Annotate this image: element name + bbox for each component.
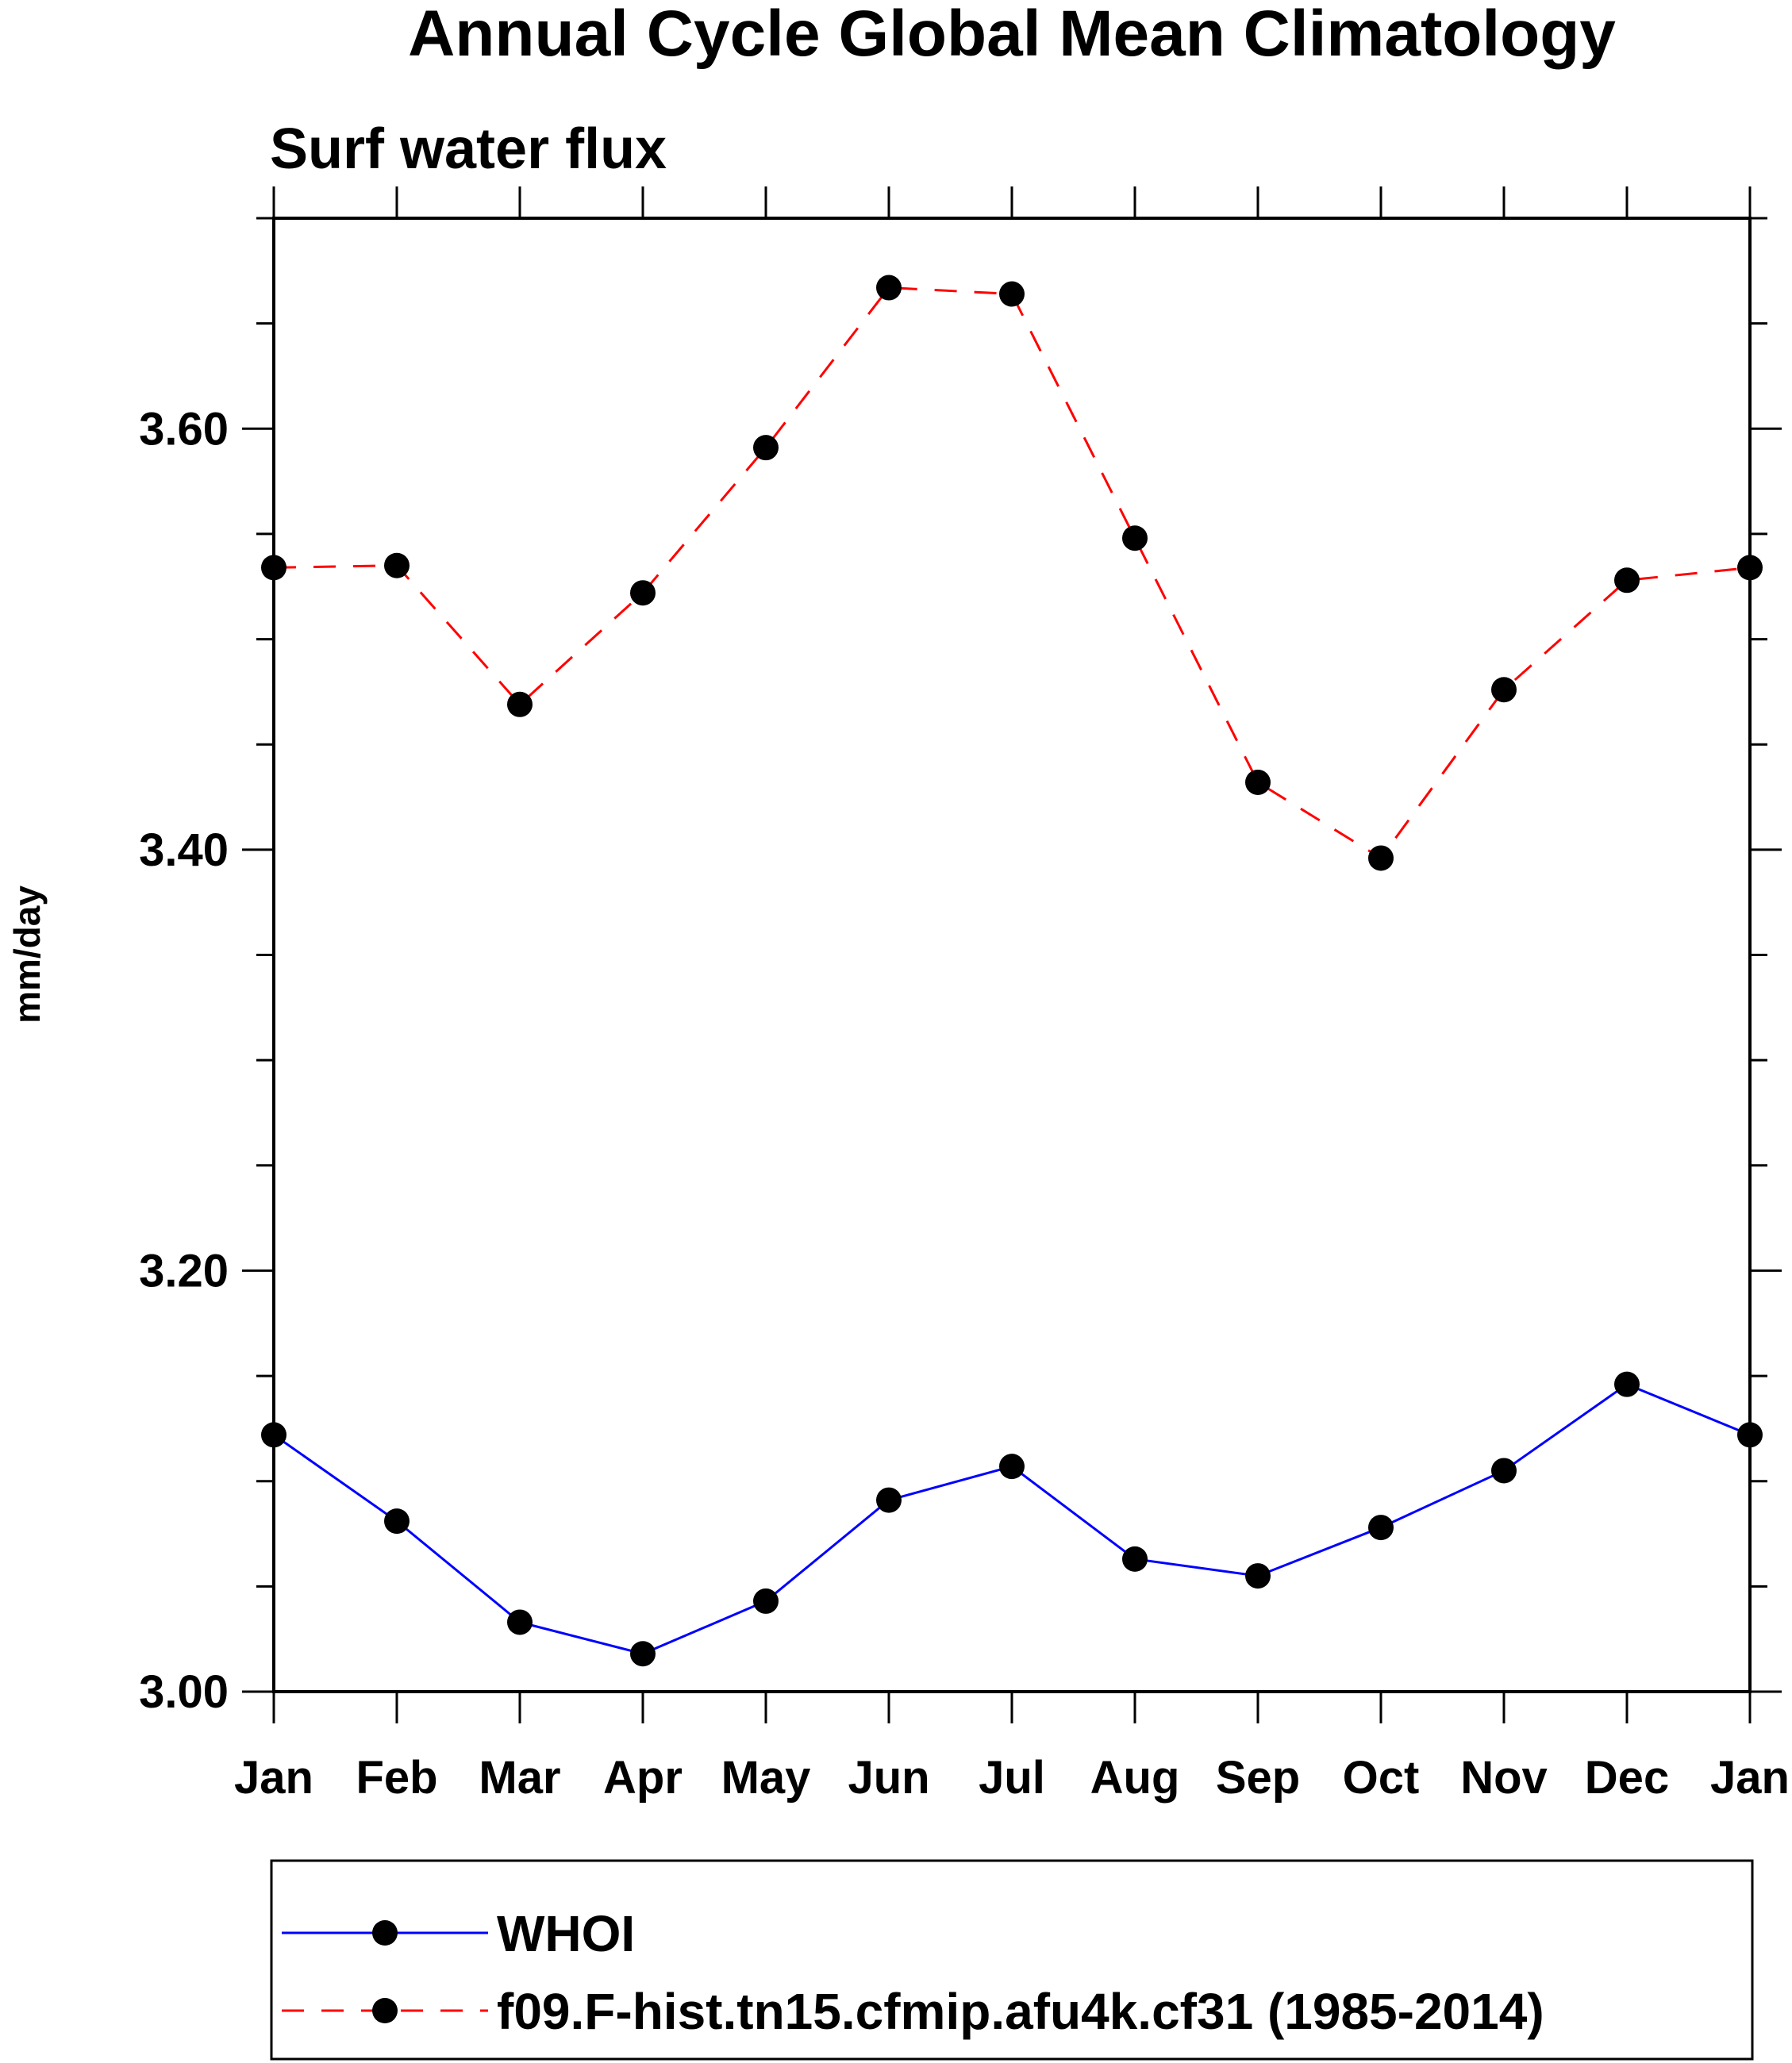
data-point xyxy=(753,435,779,461)
x-tick-label: Jan xyxy=(234,1752,313,1804)
chart-title: Annual Cycle Global Mean Climatology xyxy=(408,0,1616,70)
data-point xyxy=(507,1609,533,1635)
chart-subtitle: Surf water flux xyxy=(270,117,667,181)
data-point xyxy=(1368,1515,1394,1541)
data-point xyxy=(999,1454,1025,1480)
data-point xyxy=(1122,1546,1148,1572)
x-tick-label: Dec xyxy=(1585,1752,1669,1804)
data-point xyxy=(1491,677,1517,703)
series-markers xyxy=(261,275,1763,1667)
x-tick-label: Jan xyxy=(1710,1752,1790,1804)
legend-box xyxy=(270,1859,1754,2061)
data-point xyxy=(999,281,1025,307)
y-tick-label: 3.40 xyxy=(139,824,229,876)
data-point xyxy=(1737,555,1763,581)
data-point xyxy=(1491,1458,1517,1484)
legend: WHOI f09.F-hist.tn15.cfmip.afu4k.cf31 (19… xyxy=(282,1905,1544,2040)
data-point xyxy=(1245,1563,1271,1589)
x-tick-label: Mar xyxy=(479,1752,560,1804)
y-tick-label: 3.20 xyxy=(139,1245,229,1297)
x-tick-label: Jul xyxy=(979,1752,1045,1804)
series-line-1 xyxy=(273,1382,1751,1655)
legend-label-1: WHOI xyxy=(497,1905,635,1962)
axis-ticks xyxy=(242,186,1782,1723)
y-axis-title: mm/day xyxy=(6,886,48,1024)
data-point xyxy=(1614,567,1640,594)
x-tick-label: Aug xyxy=(1090,1752,1180,1804)
x-tick-labels: Jan Feb Mar Apr May Jun Jul Aug Sep Oct Nov Dec Jan xyxy=(234,1752,1790,1804)
data-point xyxy=(1122,525,1148,551)
data-point xyxy=(1614,1371,1640,1397)
x-tick-label: May xyxy=(721,1752,811,1804)
x-tick-label: Sep xyxy=(1216,1752,1300,1804)
x-tick-label: Apr xyxy=(603,1752,683,1804)
legend-marker-2 xyxy=(372,1998,398,2023)
data-point xyxy=(630,580,656,606)
x-tick-label: Jun xyxy=(848,1752,929,1804)
series-line-2 xyxy=(273,286,1751,860)
data-point xyxy=(630,1641,656,1667)
y-tick-label: 3.00 xyxy=(139,1666,229,1718)
data-point xyxy=(384,1508,410,1535)
legend-marker-1 xyxy=(372,1920,398,1946)
y-tick-label: 3.60 xyxy=(139,403,229,455)
data-point xyxy=(1737,1422,1763,1448)
data-point xyxy=(753,1588,779,1614)
data-point xyxy=(384,552,410,578)
y-tick-labels: 3.00 3.20 3.40 3.60 xyxy=(139,403,229,1718)
series-lines xyxy=(273,286,1751,1655)
x-tick-label: Nov xyxy=(1460,1752,1548,1804)
data-point xyxy=(507,691,533,717)
legend-label-2: f09.F-hist.tn15.cfmip.afu4k.cf31 (1985-2… xyxy=(497,1983,1544,2040)
x-tick-label: Oct xyxy=(1343,1752,1420,1804)
data-point xyxy=(261,555,286,581)
data-point xyxy=(876,275,902,301)
data-point xyxy=(1368,845,1394,871)
data-point xyxy=(876,1487,902,1513)
data-point xyxy=(1245,769,1271,795)
x-tick-label: Feb xyxy=(356,1752,437,1804)
data-point xyxy=(261,1422,286,1448)
